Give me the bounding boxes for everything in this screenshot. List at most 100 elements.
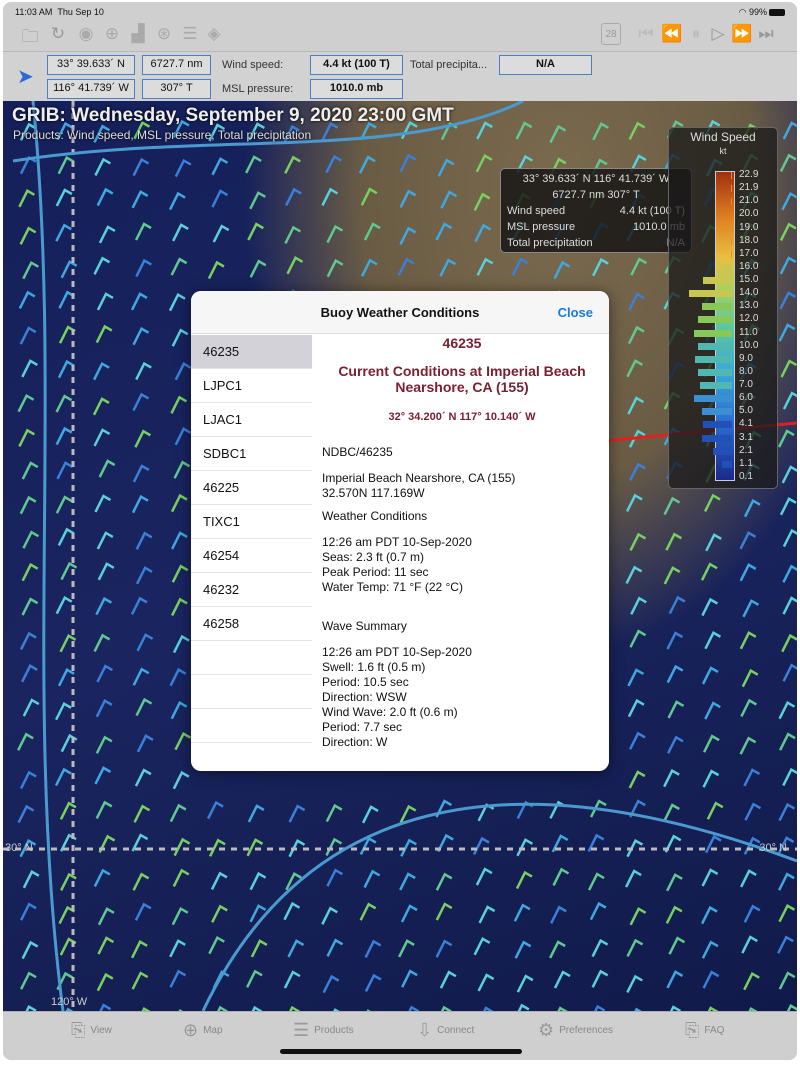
map-line: [12, 101, 524, 163]
wind-barb: [628, 429, 646, 448]
tab-faq[interactable]: ⎘ FAQ: [685, 1020, 724, 1041]
station-item[interactable]: 46232: [191, 573, 312, 607]
rewind-icon[interactable]: ⏪: [661, 24, 683, 43]
wind-barb: [247, 804, 265, 823]
histogram-bar: [731, 237, 732, 245]
wind-barb: [135, 361, 152, 381]
detail-line: 12:26 am PDT 10-Sep-2020: [322, 535, 472, 549]
color-bar: [715, 171, 735, 481]
chart-icon[interactable]: ▟: [131, 24, 145, 43]
wind-barb: [589, 901, 607, 921]
detail-line: Water Temp: 71 °F (22 °C): [322, 580, 463, 594]
wind-barb: [779, 222, 797, 241]
wind-barb: [60, 260, 78, 279]
skip-end-icon[interactable]: ⏭: [758, 24, 774, 43]
wave-title: Wave Summary: [322, 619, 407, 633]
wind-barb: [624, 869, 642, 888]
tab-connect[interactable]: ⇩ Connect: [417, 1020, 474, 1041]
globe-icon[interactable]: ⊛: [156, 24, 172, 43]
wind-barb: [741, 935, 758, 954]
play-icon[interactable]: ▷: [711, 24, 725, 43]
wind-barb: [739, 531, 757, 550]
wind-barb: [399, 226, 417, 245]
calendar-button[interactable]: 28: [601, 23, 621, 45]
popup-key: Wind speed: [507, 205, 566, 217]
wind-barb: [739, 736, 757, 755]
wind-barb: [172, 868, 190, 887]
station-item[interactable]: 46225: [191, 471, 312, 505]
station-item[interactable]: 46258: [191, 607, 312, 641]
station-item[interactable]: LJAC1: [191, 403, 312, 437]
tab-preferences[interactable]: ⚙ Preferences: [538, 1020, 613, 1041]
station-item[interactable]: TIXC1: [191, 505, 312, 539]
histogram-bar: [731, 172, 732, 179]
histogram-bar: [731, 198, 732, 206]
wind-barb: [557, 1006, 568, 1011]
zoom-in-icon[interactable]: ⊕: [104, 24, 120, 43]
wind-barb: [172, 119, 190, 139]
histogram-bar: [693, 395, 732, 403]
wind-barb: [211, 904, 228, 923]
tab-label: Map: [203, 1025, 223, 1036]
wind-barb: [131, 190, 149, 209]
tab-products[interactable]: ☰ Products: [293, 1020, 354, 1041]
layers-icon[interactable]: ◈: [207, 24, 221, 43]
wind-barb: [786, 1004, 797, 1011]
tab-view[interactable]: ⎘ View: [71, 1020, 112, 1041]
wind-barb: [96, 187, 114, 207]
cursor-arrow-icon[interactable]: ➤: [17, 66, 34, 88]
precip-value: N/A: [499, 55, 592, 75]
station-item: [191, 641, 312, 675]
station-item[interactable]: SDBC1: [191, 437, 312, 471]
list-icon[interactable]: ☰: [182, 24, 198, 43]
wind-barb: [782, 121, 797, 140]
latitude-field: 33° 39.633´ N: [47, 55, 135, 75]
wind-barb: [743, 904, 761, 923]
wind-barb: [172, 223, 189, 242]
wind-barb: [477, 973, 495, 992]
wind-barb: [284, 225, 302, 244]
folder-icon[interactable]: 🗀: [21, 27, 39, 46]
detail-line: Imperial Beach Nearshore, CA (155): [322, 471, 516, 485]
wind-barb: [97, 907, 115, 926]
legend-tick: 4.1: [739, 418, 753, 430]
wind-barb: [211, 189, 229, 208]
legend-tick: 11.0: [739, 326, 758, 338]
station-item[interactable]: LJPC1: [191, 369, 312, 403]
refresh-icon[interactable]: ↻: [50, 24, 66, 43]
wind-barb: [440, 1005, 452, 1011]
battery-icon: [769, 9, 785, 17]
wind-barb: [435, 222, 453, 241]
wind-barb: [628, 770, 646, 789]
wind-barb: [245, 969, 263, 988]
skip-start-icon[interactable]: ⏮: [638, 24, 654, 43]
wind-barb: [478, 905, 496, 924]
station-item[interactable]: 46235: [191, 335, 312, 369]
wind-barb: [99, 1003, 112, 1011]
weather-map[interactable]: GRIB: Wednesday, September 9, 2020 23:00…: [3, 101, 797, 1011]
eye-icon[interactable]: ◉: [78, 24, 94, 43]
wind-barb: [172, 634, 190, 654]
fast-forward-icon[interactable]: ⏩: [731, 24, 753, 43]
wind-barb: [321, 906, 338, 925]
dialog-title: Buoy Weather Conditions: [320, 305, 480, 320]
wind-barb: [135, 566, 153, 585]
histogram-bar: [698, 342, 732, 350]
wind-barb: [626, 838, 644, 858]
wind-barb: [95, 800, 113, 819]
wind-barb: [285, 872, 302, 891]
histogram-bar: [698, 316, 732, 324]
cursor-info-popup: 33° 39.633´ N 116° 41.739´ W 6727.7 nm 3…: [500, 168, 692, 253]
wind-barb: [25, 1005, 37, 1011]
map-line: [31, 101, 65, 1011]
tab-map[interactable]: ⊕ Map: [183, 1020, 223, 1041]
close-button[interactable]: Close: [557, 305, 593, 320]
station-item[interactable]: 46254: [191, 539, 312, 573]
pause-icon[interactable]: ⏸: [691, 24, 701, 43]
info-bar: ➤ 33° 39.633´ N 116° 41.739´ W 6727.7 nm…: [3, 51, 797, 101]
wind-barb: [779, 153, 797, 172]
wind-barb: [55, 495, 73, 514]
wind-barb: [57, 527, 75, 546]
view-icon: ⎘: [71, 1020, 86, 1040]
wind-barb: [251, 1005, 263, 1011]
